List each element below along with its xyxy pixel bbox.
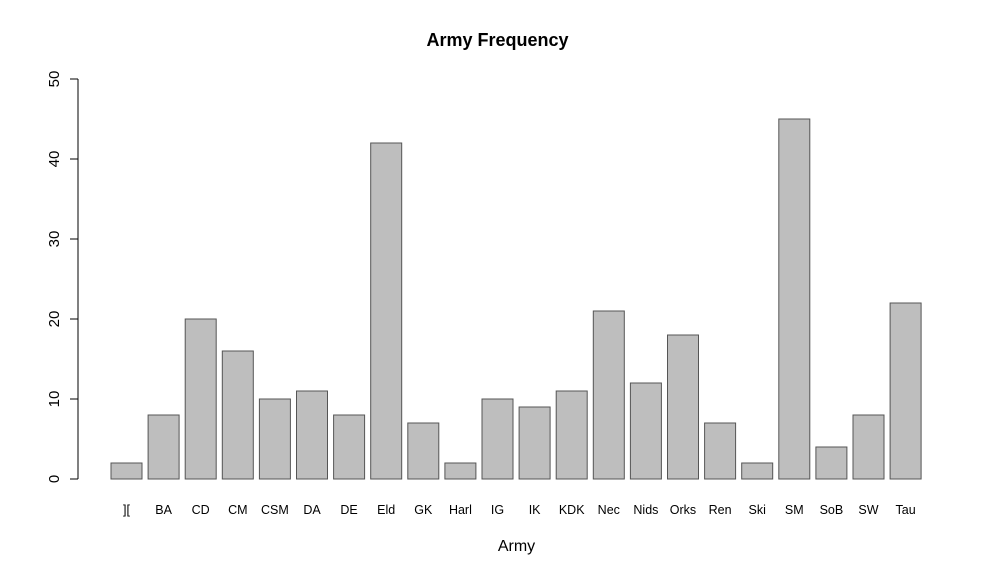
- bar-CD: [184, 318, 217, 480]
- bar-DA: [296, 390, 328, 480]
- x-tick-label: Harl: [449, 503, 472, 517]
- x-tick-label: CM: [228, 503, 247, 517]
- x-tick-label: SM: [785, 503, 804, 517]
- bar-IK: [518, 406, 551, 480]
- bar-CM: [221, 350, 254, 480]
- bar-SoB: [815, 446, 848, 480]
- x-tick-label: Tau: [896, 503, 916, 517]
- y-tick-label: 0: [46, 475, 63, 483]
- bar-Ren: [704, 422, 737, 480]
- x-tick-label: IK: [529, 503, 541, 517]
- x-axis-label: Army: [497, 538, 536, 555]
- x-tick-label: Eld: [377, 503, 395, 517]
- y-tick-label: 20: [46, 311, 63, 328]
- x-tick-label: Nids: [633, 503, 658, 517]
- x-tick-label: GK: [414, 503, 433, 517]
- x-tick-label: CSM: [261, 503, 289, 517]
- bar-GK: [407, 422, 440, 480]
- x-tick-label: ][: [123, 503, 130, 517]
- y-tick-label: 30: [46, 231, 63, 248]
- bar-SM: [778, 118, 811, 480]
- x-tick-label: Orks: [670, 503, 696, 517]
- x-tick-label: DA: [303, 503, 321, 517]
- bar-Tau: [889, 302, 922, 480]
- bar-Harl: [444, 462, 477, 480]
- x-tick-label: SoB: [820, 503, 844, 517]
- bar-SW: [852, 414, 885, 480]
- x-tick-label: Ren: [709, 503, 732, 517]
- y-tick-label: 50: [46, 71, 63, 88]
- bar-][: [110, 462, 143, 480]
- x-tick-label: SW: [858, 503, 878, 517]
- bar-DE: [333, 414, 366, 480]
- bar-IG: [481, 398, 514, 480]
- y-tick-label: 10: [46, 391, 63, 408]
- bar-Nec: [592, 310, 625, 480]
- x-tick-label: Nec: [598, 503, 620, 517]
- x-tick-label: Ski: [749, 503, 766, 517]
- bar-KDK: [555, 390, 588, 480]
- bar-Ski: [741, 462, 774, 480]
- y-tick-label: 40: [46, 151, 63, 168]
- x-tick-label: CD: [192, 503, 210, 517]
- bar-Eld: [370, 142, 403, 480]
- chart-title: Army Frequency: [426, 30, 569, 50]
- x-tick-label: KDK: [559, 503, 585, 517]
- x-tick-label: IG: [491, 503, 504, 517]
- x-tick-label: BA: [155, 503, 172, 517]
- bar-CSM: [258, 398, 291, 480]
- bar-Nids: [629, 382, 662, 480]
- bar-BA: [147, 414, 180, 480]
- x-tick-label: DE: [340, 503, 357, 517]
- bar-Orks: [667, 334, 699, 480]
